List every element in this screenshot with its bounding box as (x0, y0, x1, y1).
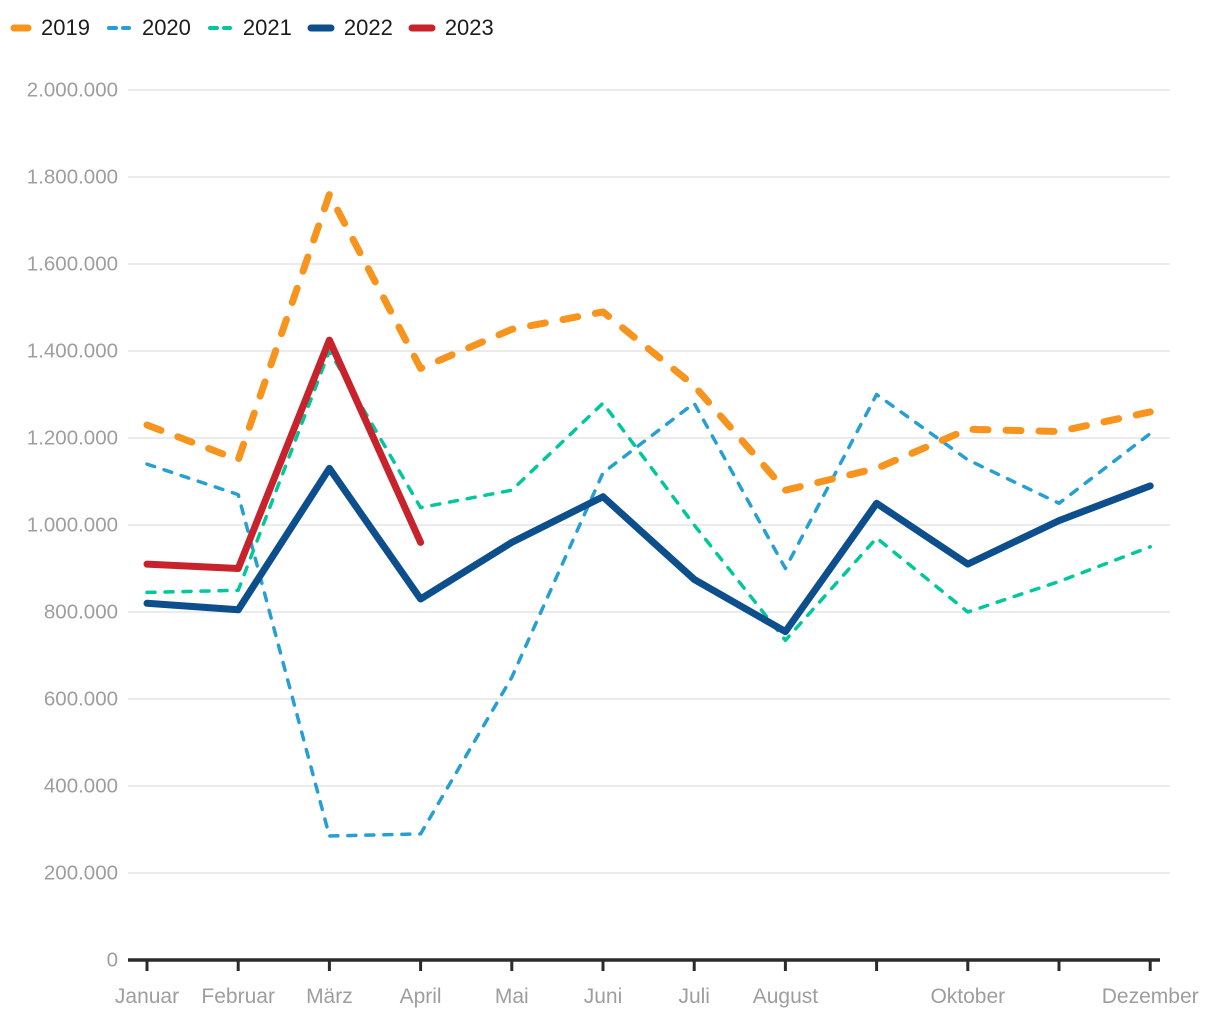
y-axis-tick-label: 1.600.000 (27, 253, 118, 276)
y-axis-tick-label: 1.200.000 (27, 427, 118, 450)
y-axis-tick-label: 2.000.000 (27, 79, 118, 102)
legend-swatch-2023 (408, 24, 436, 32)
legend-item-2019[interactable]: 2019 (10, 15, 90, 40)
legend-item-2020[interactable]: 2020 (105, 15, 191, 40)
series-line-2021[interactable] (145, 349, 1152, 643)
legend-label-2019: 2019 (41, 15, 90, 40)
y-axis-tick-label: 200.000 (44, 862, 118, 885)
x-axis-tick-label: Januar (115, 985, 179, 1008)
x-axis-tick-label: Februar (201, 985, 275, 1008)
legend-label-2023: 2023 (444, 15, 494, 40)
legend-label-2020: 2020 (141, 15, 191, 40)
legend-item-2021[interactable]: 2021 (206, 15, 292, 40)
y-axis-tick-label: 1.400.000 (27, 340, 118, 363)
legend-swatch-2022 (307, 24, 335, 32)
legend-item-2022[interactable]: 2022 (307, 15, 393, 40)
y-axis-tick-label: 400.000 (44, 775, 118, 798)
x-axis-tick-label: Oktober (930, 985, 1005, 1008)
y-axis-tick-label: 800.000 (44, 601, 118, 624)
legend-swatch-2020 (106, 26, 131, 31)
x-axis-tick-label: Juli (678, 985, 710, 1008)
y-axis-tick-label: 0 (107, 949, 118, 972)
legend-item-2023[interactable]: 2023 (408, 15, 494, 40)
x-axis-tick-label: März (306, 985, 353, 1008)
x-axis-tick-label: August (753, 985, 819, 1008)
series-line-2020[interactable] (145, 392, 1152, 838)
series-line-2019[interactable] (143, 190, 1154, 494)
legend-label-2021: 2021 (242, 15, 292, 40)
y-axis-tick-label: 600.000 (44, 688, 118, 711)
legend-label-2022: 2022 (343, 15, 393, 40)
series-line-2022[interactable] (143, 464, 1154, 636)
x-axis-tick-label: Juni (584, 985, 623, 1008)
chart-legend: 2019 2020 2021 2022 2023 (10, 15, 494, 40)
x-axis-tick-label: Mai (495, 985, 529, 1008)
legend-swatch-2019 (10, 24, 32, 32)
x-axis-tick-label: April (400, 985, 442, 1008)
y-axis-tick-label: 1.800.000 (27, 166, 118, 189)
x-axis-tick-label: Dezember (1102, 985, 1199, 1008)
series-line-2023[interactable] (143, 336, 425, 572)
y-axis-tick-label: 1.000.000 (27, 514, 118, 537)
legend-swatch-2021 (207, 26, 232, 31)
